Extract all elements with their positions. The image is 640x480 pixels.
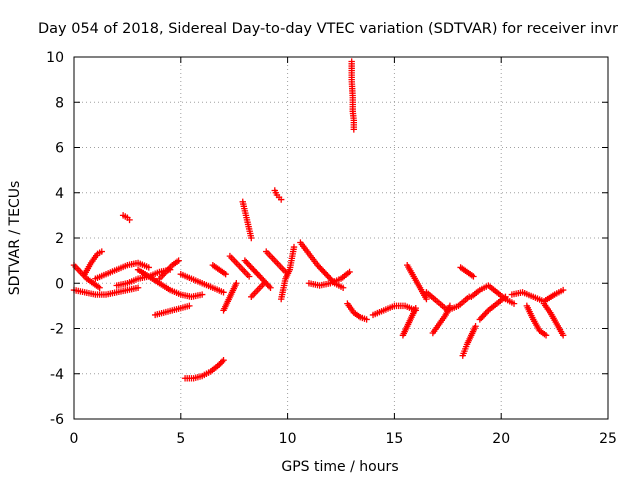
data-point bbox=[350, 126, 358, 133]
data-point bbox=[233, 280, 240, 287]
y-tick-label: 8 bbox=[55, 95, 64, 111]
data-point bbox=[339, 284, 347, 291]
data-point bbox=[423, 295, 430, 303]
series-arc-30 bbox=[459, 323, 479, 359]
series-arc-20 bbox=[277, 243, 298, 303]
ticks: 0 5 10 15 20 25 -6 -4 -2 0 2 4 6 8 10 bbox=[46, 50, 617, 447]
grid bbox=[74, 57, 608, 419]
chart-title: Day 054 of 2018, Sidereal Day-to-day VTE… bbox=[38, 21, 618, 37]
series-arc-13 bbox=[220, 280, 240, 314]
series-arc-2 bbox=[70, 284, 142, 298]
data-point bbox=[198, 291, 206, 298]
data-point bbox=[96, 284, 103, 291]
data-point bbox=[446, 302, 454, 310]
x-tick-label: 15 bbox=[385, 431, 403, 447]
data-point bbox=[134, 284, 142, 291]
data-point bbox=[98, 248, 105, 255]
data-point bbox=[126, 216, 133, 224]
series-arc-12 bbox=[209, 261, 229, 278]
x-tick-label: 20 bbox=[492, 431, 510, 447]
series-arc-7 bbox=[134, 266, 206, 301]
x-tick-label: 25 bbox=[599, 431, 617, 447]
data-point bbox=[245, 273, 253, 280]
x-tick-label: 5 bbox=[176, 431, 185, 447]
data-point bbox=[260, 280, 268, 287]
y-tick-label: 4 bbox=[55, 186, 64, 202]
y-tick-label: 0 bbox=[55, 276, 64, 292]
series-arc-23 bbox=[348, 58, 358, 133]
series-arc-22 bbox=[305, 268, 353, 289]
data-point bbox=[472, 323, 479, 330]
data-point bbox=[220, 356, 227, 364]
series-arc-36 bbox=[540, 300, 567, 339]
series-arc-3 bbox=[81, 248, 105, 278]
series-arc-33 bbox=[476, 293, 509, 323]
series-arc-11 bbox=[181, 356, 227, 382]
y-axis-label: SDTVAR / TECUs bbox=[7, 181, 23, 296]
series-arc-9 bbox=[151, 302, 193, 319]
data-point bbox=[145, 264, 152, 271]
data-point bbox=[559, 286, 567, 294]
series-arc-17 bbox=[248, 280, 268, 301]
series-arc-15 bbox=[239, 198, 255, 242]
series-arc-26 bbox=[399, 304, 419, 339]
data-point bbox=[470, 273, 477, 280]
data-point bbox=[510, 300, 518, 307]
plot-frame bbox=[73, 56, 609, 420]
series-arc-10 bbox=[177, 271, 227, 296]
data-point bbox=[248, 234, 255, 242]
series-arc-18 bbox=[263, 248, 289, 276]
series-arc-19 bbox=[271, 187, 285, 203]
data-point bbox=[186, 302, 193, 310]
y-tick-label: -6 bbox=[50, 412, 64, 428]
series-arc-4 bbox=[92, 259, 152, 282]
x-axis-label: GPS time / hours bbox=[281, 459, 398, 475]
series-arc-31 bbox=[457, 264, 477, 280]
series-arc-16 bbox=[241, 257, 274, 291]
series-arc-27 bbox=[404, 261, 430, 303]
series-arc-14 bbox=[226, 252, 253, 280]
y-tick-label: -2 bbox=[50, 322, 64, 338]
x-tick-label: 10 bbox=[279, 431, 297, 447]
data-point bbox=[559, 332, 567, 339]
series-arc-34 bbox=[508, 286, 567, 305]
series-arc-29 bbox=[429, 302, 454, 337]
data-points bbox=[70, 58, 567, 382]
series-arc-24 bbox=[344, 300, 370, 323]
y-tick-label: 6 bbox=[55, 141, 64, 157]
data-point bbox=[267, 284, 274, 291]
series-arc-8 bbox=[156, 257, 182, 282]
x-tick-label: 0 bbox=[70, 431, 79, 447]
data-point bbox=[277, 196, 285, 203]
data-point bbox=[222, 271, 229, 278]
data-point bbox=[502, 293, 509, 301]
series-arc-25 bbox=[369, 302, 419, 319]
data-point bbox=[175, 257, 182, 264]
y-tick-label: -4 bbox=[50, 367, 64, 383]
y-tick-label: 10 bbox=[46, 50, 64, 66]
data-point bbox=[363, 316, 370, 323]
data-point bbox=[412, 304, 419, 312]
data-point bbox=[542, 332, 550, 339]
data-point bbox=[346, 268, 353, 276]
data-point bbox=[290, 243, 298, 251]
series-arc-35 bbox=[523, 302, 550, 339]
series-arc-5 bbox=[119, 212, 133, 224]
data-point bbox=[220, 289, 227, 296]
y-tick-label: 2 bbox=[55, 231, 64, 247]
